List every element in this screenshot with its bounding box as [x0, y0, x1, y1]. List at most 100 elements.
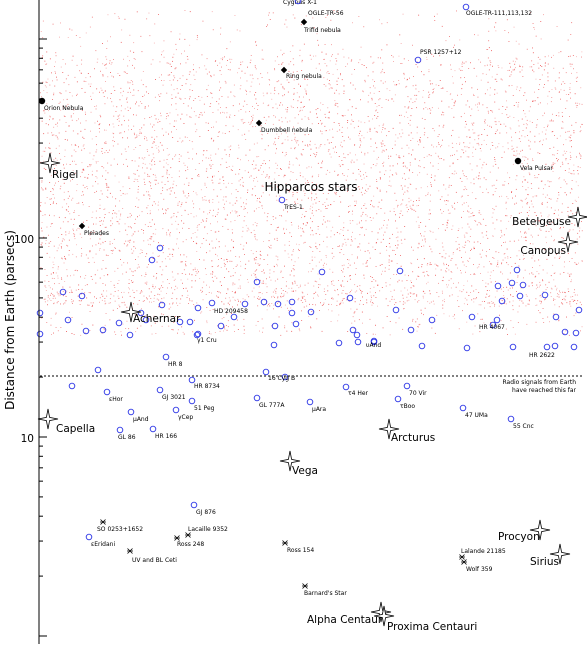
- hipparcos-star: [555, 88, 557, 90]
- hipparcos-star: [211, 276, 213, 278]
- hipparcos-star: [301, 59, 303, 61]
- hipparcos-star: [529, 174, 531, 176]
- hipparcos-star: [111, 217, 113, 219]
- hipparcos-star: [349, 138, 351, 140]
- hipparcos-star: [103, 249, 105, 251]
- hipparcos-star: [186, 177, 188, 179]
- hipparcos-star: [170, 31, 172, 33]
- hipparcos-star: [152, 142, 154, 144]
- hipparcos-star: [240, 206, 242, 208]
- hipparcos-star: [316, 197, 318, 199]
- hipparcos-star: [168, 248, 170, 250]
- hipparcos-star: [280, 296, 282, 298]
- hipparcos-star: [542, 144, 543, 146]
- hipparcos-star: [138, 157, 140, 159]
- hipparcos-star: [552, 154, 554, 156]
- hipparcos-star: [113, 133, 115, 135]
- hipparcos-star: [321, 304, 323, 306]
- hipparcos-star: [139, 253, 141, 254]
- hipparcos-star: [181, 273, 183, 274]
- hipparcos-star: [395, 214, 396, 216]
- hipparcos-star: [561, 83, 562, 85]
- hipparcos-star: [360, 191, 362, 193]
- hipparcos-star: [520, 141, 521, 142]
- hipparcos-star: [137, 264, 139, 266]
- hipparcos-star: [542, 291, 544, 293]
- hipparcos-star: [253, 258, 255, 259]
- hipparcos-star: [285, 285, 287, 287]
- hipparcos-star: [340, 284, 342, 286]
- hipparcos-star: [355, 273, 356, 275]
- hipparcos-star: [213, 126, 214, 128]
- hipparcos-star: [411, 209, 413, 211]
- hipparcos-star: [276, 133, 278, 135]
- hipparcos-star: [540, 140, 541, 142]
- hipparcos-star: [191, 178, 193, 180]
- hipparcos-star: [144, 136, 146, 138]
- hipparcos-star: [116, 221, 118, 222]
- hipparcos-star: [227, 320, 229, 322]
- hipparcos-star: [478, 134, 480, 136]
- hipparcos-star: [403, 58, 405, 60]
- hipparcos-star: [386, 224, 388, 226]
- hipparcos-star: [349, 205, 351, 207]
- hipparcos-star: [127, 81, 129, 83]
- hipparcos-star: [178, 158, 180, 160]
- hipparcos-star: [251, 290, 253, 292]
- hipparcos-star: [304, 134, 306, 136]
- hipparcos-star: [391, 296, 393, 298]
- hipparcos-star: [43, 160, 45, 162]
- hipparcos-star: [472, 152, 473, 154]
- hipparcos-star: [128, 328, 130, 330]
- hipparcos-star: [293, 79, 295, 81]
- hipparcos-star: [284, 304, 286, 306]
- hipparcos-star: [227, 289, 229, 291]
- hipparcos-star: [275, 103, 277, 105]
- hipparcos-star: [409, 124, 411, 126]
- hipparcos-star: [427, 192, 429, 194]
- hipparcos-star: [207, 213, 209, 215]
- hipparcos-star: [550, 207, 552, 209]
- hipparcos-star: [156, 298, 158, 300]
- hipparcos-star: [348, 57, 350, 59]
- hipparcos-star: [192, 148, 194, 150]
- hipparcos-star: [364, 122, 366, 124]
- hipparcos-star: [267, 133, 269, 134]
- hipparcos-star: [347, 109, 349, 111]
- hipparcos-star: [512, 300, 514, 302]
- hipparcos-star: [520, 287, 522, 289]
- hipparcos-star: [43, 298, 45, 300]
- hipparcos-star: [534, 100, 536, 102]
- hipparcos-star: [155, 145, 157, 146]
- hipparcos-star: [287, 107, 289, 108]
- hipparcos-star: [370, 276, 372, 277]
- hipparcos-star: [359, 130, 361, 132]
- hipparcos-star: [354, 200, 355, 202]
- hipparcos-star: [542, 318, 544, 319]
- hipparcos-star: [378, 105, 380, 106]
- hipparcos-star: [298, 297, 300, 299]
- hipparcos-star: [143, 300, 145, 302]
- hipparcos-star: [573, 170, 575, 172]
- hipparcos-star: [102, 74, 104, 76]
- hipparcos-star: [447, 219, 449, 221]
- hipparcos-star: [173, 322, 175, 323]
- hipparcos-star: [561, 302, 562, 304]
- hipparcos-star: [512, 309, 514, 311]
- hipparcos-star: [541, 203, 543, 205]
- hipparcos-star: [146, 91, 147, 93]
- hipparcos-star: [111, 62, 113, 64]
- hipparcos-star: [89, 292, 91, 294]
- hipparcos-star: [369, 288, 371, 289]
- hipparcos-star: [328, 149, 330, 151]
- hipparcos-star: [409, 183, 411, 185]
- hipparcos-star: [354, 301, 356, 303]
- hipparcos-star: [535, 275, 537, 277]
- hipparcos-star: [117, 290, 119, 292]
- hipparcos-star: [551, 97, 553, 98]
- hipparcos-star: [171, 216, 173, 218]
- hipparcos-star: [232, 275, 234, 277]
- hipparcos-star: [296, 284, 298, 286]
- hipparcos-star: [137, 256, 139, 258]
- hipparcos-star: [494, 89, 496, 91]
